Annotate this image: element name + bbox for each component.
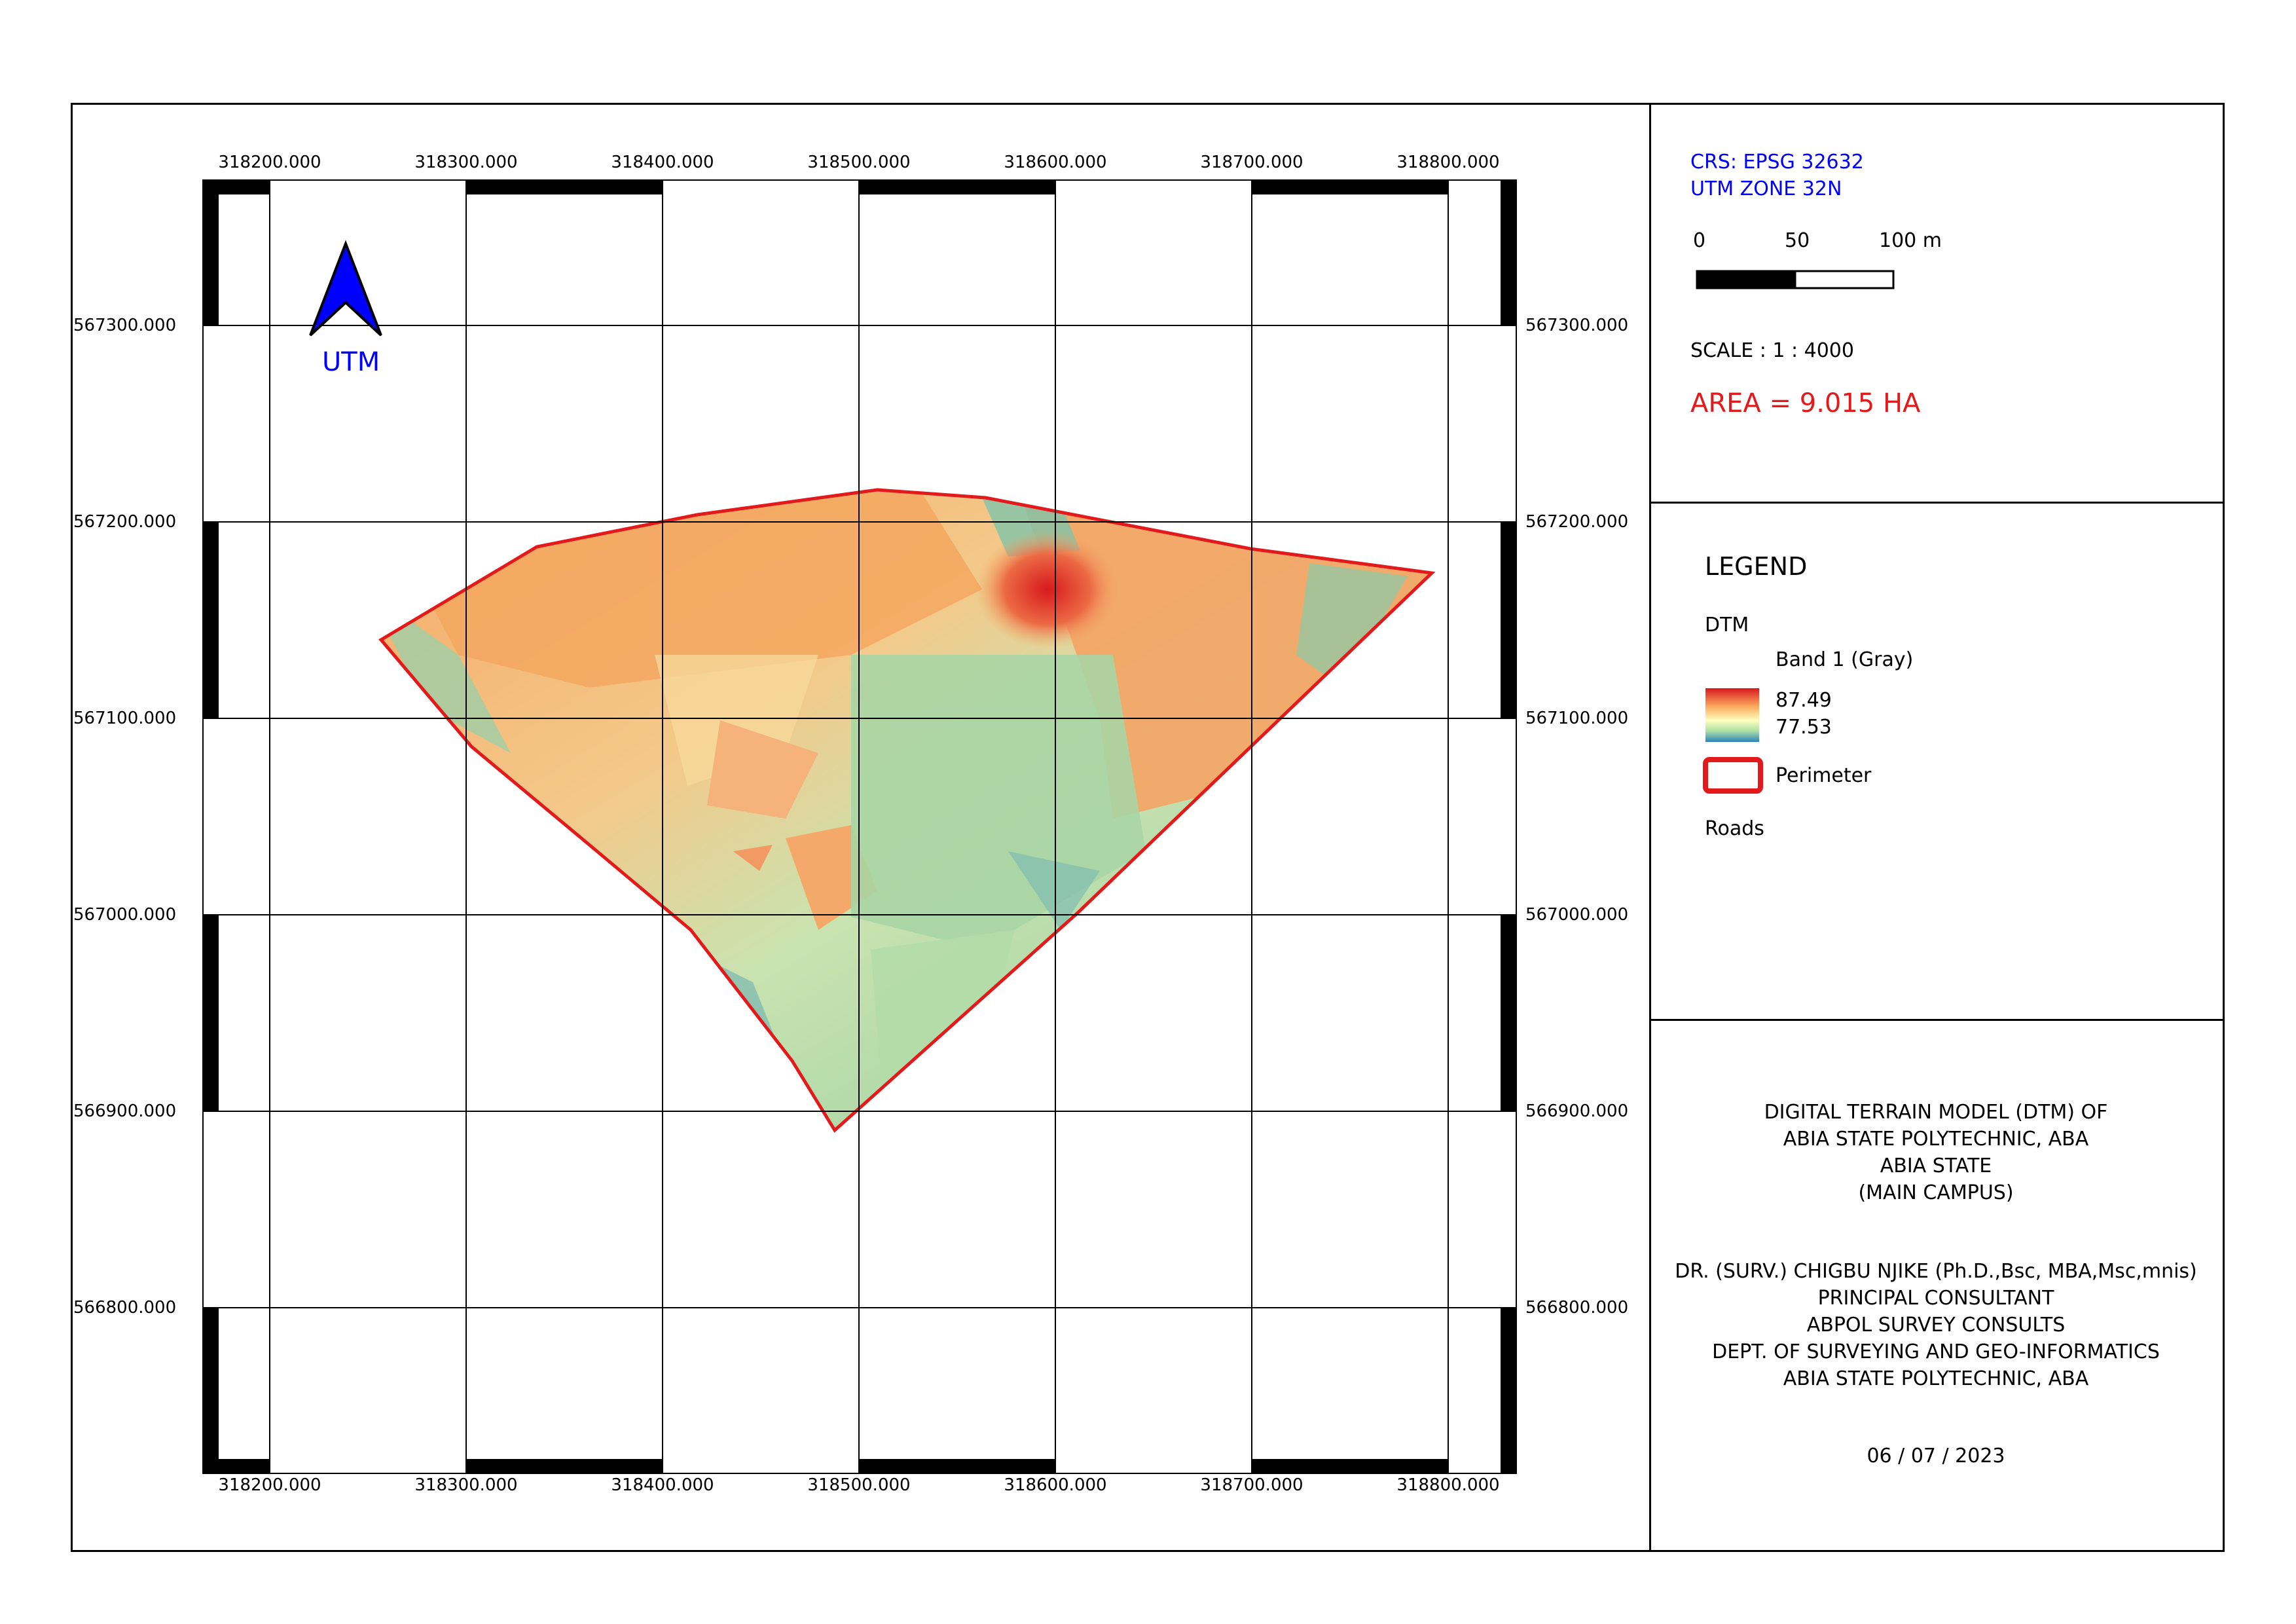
title-block-frame bbox=[1649, 1019, 2225, 1552]
area-text: AREA = 9.015 HA bbox=[1690, 388, 1921, 418]
author-line-1: DR. (SURV.) CHIGBU NJIKE (Ph.D.,Bsc, MBA… bbox=[1675, 1260, 2197, 1283]
grid-label-x: 318600.000 bbox=[1004, 153, 1107, 172]
top-ruler bbox=[203, 180, 1448, 194]
map-date: 06 / 07 / 2023 bbox=[1867, 1445, 2005, 1467]
grid-label-y: 567200.000 bbox=[1525, 512, 1629, 532]
grid-label-y: 567000.000 bbox=[73, 905, 177, 925]
grid-label-x: 318700.000 bbox=[1200, 1475, 1303, 1495]
grid-label-y: 567000.000 bbox=[1525, 905, 1629, 925]
title-line-4: (MAIN CAMPUS) bbox=[1858, 1181, 2014, 1204]
scalebar-label-50: 50 bbox=[1785, 229, 1810, 252]
author-line-4: DEPT. OF SURVEYING AND GEO-INFORMATICS bbox=[1712, 1340, 2160, 1363]
north-arrow-icon bbox=[309, 240, 382, 337]
map-canvas bbox=[202, 179, 1517, 1474]
grid-label-y: 567300.000 bbox=[73, 316, 177, 335]
grid-label-y: 566800.000 bbox=[73, 1298, 177, 1318]
grid-label-y: 567100.000 bbox=[73, 709, 177, 728]
author-line-3: ABPOL SURVEY CONSULTS bbox=[1806, 1314, 2066, 1337]
author-line-2: PRINCIPAL CONSULTANT bbox=[1817, 1287, 2054, 1310]
grid-label-y: 566900.000 bbox=[1525, 1101, 1629, 1121]
map-title-block: DIGITAL TERRAIN MODEL (DTM) OF ABIA STAT… bbox=[1650, 1099, 2222, 1206]
legend-roads-label: Roads bbox=[1705, 817, 1764, 840]
right-ruler bbox=[1501, 180, 1516, 1473]
title-line-2: ABIA STATE POLYTECHNIC, ABA bbox=[1783, 1128, 2089, 1151]
grid-label-x: 318600.000 bbox=[1004, 1475, 1107, 1495]
grid-label-y: 567100.000 bbox=[1525, 709, 1629, 728]
scale-text: SCALE : 1 : 4000 bbox=[1690, 339, 1854, 362]
grid-label-x: 318500.000 bbox=[807, 153, 911, 172]
north-arrow-label: UTM bbox=[322, 347, 380, 377]
grid-label-x: 318400.000 bbox=[611, 153, 714, 172]
grid-label-x: 318200.000 bbox=[218, 153, 321, 172]
legend-layer-dtm: DTM bbox=[1705, 614, 1749, 637]
crs-text: CRS: EPSG 32632 bbox=[1690, 151, 1864, 174]
scalebar bbox=[1696, 270, 1895, 289]
grid-label-y: 567200.000 bbox=[73, 512, 177, 532]
grid-label-y: 566800.000 bbox=[1525, 1298, 1629, 1318]
author-block: DR. (SURV.) CHIGBU NJIKE (Ph.D.,Bsc, MBA… bbox=[1650, 1258, 2222, 1392]
legend-title: LEGEND bbox=[1705, 552, 1808, 581]
legend-min-value: 77.53 bbox=[1776, 716, 1832, 739]
grid-label-x: 318200.000 bbox=[218, 1475, 321, 1495]
grid-label-x: 318700.000 bbox=[1200, 153, 1303, 172]
utm-zone-text: UTM ZONE 32N bbox=[1690, 177, 1842, 200]
scalebar-label-100: 100 m bbox=[1879, 229, 1942, 252]
grid-label-x: 318300.000 bbox=[414, 1475, 518, 1495]
grid-label-x: 318800.000 bbox=[1396, 153, 1500, 172]
author-line-5: ABIA STATE POLYTECHNIC, ABA bbox=[1783, 1367, 2089, 1390]
grid-lines bbox=[203, 180, 1516, 1473]
legend-perimeter-label: Perimeter bbox=[1776, 764, 1872, 787]
legend-color-ramp bbox=[1705, 688, 1759, 742]
grid-label-y: 567300.000 bbox=[1525, 316, 1629, 335]
grid-label-x: 318300.000 bbox=[414, 153, 518, 172]
bottom-ruler bbox=[203, 1459, 1448, 1473]
legend-band: Band 1 (Gray) bbox=[1776, 648, 1914, 671]
grid-label-x: 318400.000 bbox=[611, 1475, 714, 1495]
title-line-1: DIGITAL TERRAIN MODEL (DTM) OF bbox=[1764, 1101, 2108, 1124]
grid-label-x: 318800.000 bbox=[1396, 1475, 1500, 1495]
legend-perimeter-swatch bbox=[1703, 757, 1763, 794]
scalebar-label-0: 0 bbox=[1693, 229, 1706, 252]
title-line-3: ABIA STATE bbox=[1880, 1154, 1992, 1177]
left-ruler bbox=[203, 180, 219, 1473]
grid-label-x: 318500.000 bbox=[807, 1475, 911, 1495]
site-perimeter bbox=[378, 488, 1436, 1133]
legend-max-value: 87.49 bbox=[1776, 689, 1832, 712]
grid-label-y: 566900.000 bbox=[73, 1101, 177, 1121]
